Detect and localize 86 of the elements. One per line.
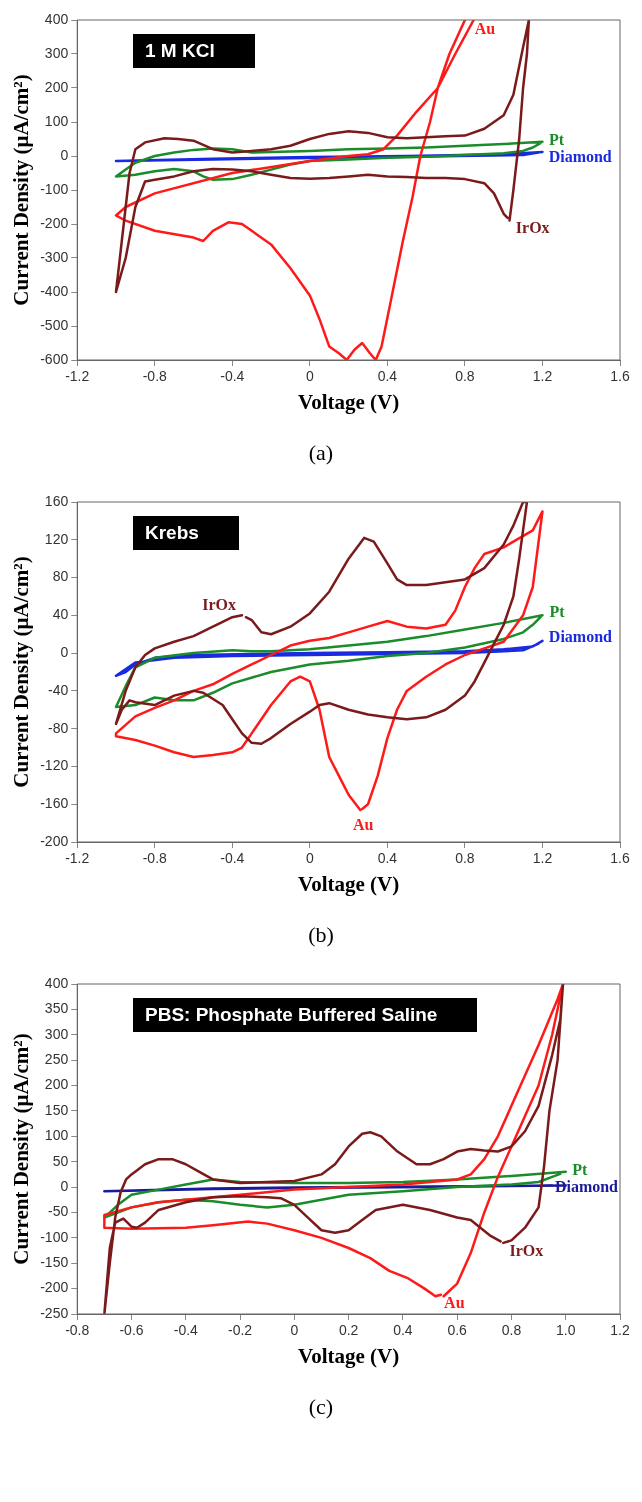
x-tick-label: 1.6 xyxy=(610,368,630,385)
y-tick-label: 0 xyxy=(60,146,69,163)
series-label: IrOx xyxy=(202,596,237,614)
series-label: Diamond xyxy=(554,1177,619,1195)
series-label: Diamond xyxy=(548,147,612,165)
x-tick-label: -0.4 xyxy=(220,368,245,385)
y-axis-title: Current Density (μA/cm²) xyxy=(9,74,34,306)
x-tick-label: 0.4 xyxy=(393,1322,413,1339)
x-tick-label: -0.8 xyxy=(142,368,168,385)
x-axis-title: Voltage (V) xyxy=(297,1343,400,1368)
y-tick-label: 200 xyxy=(44,78,69,95)
series-label: IrOx xyxy=(509,1241,544,1259)
y-tick-label: -120 xyxy=(40,757,69,774)
y-tick-label: -200 xyxy=(40,1279,69,1296)
text: (b) xyxy=(307,921,335,949)
x-tick-label: 1.0 xyxy=(555,1322,576,1339)
y-tick-label: -200 xyxy=(40,214,69,231)
y-tick-label: 400 xyxy=(44,974,69,991)
x-tick-label: 1.6 xyxy=(610,850,630,867)
series-label: Au xyxy=(444,1294,465,1312)
y-tick-label: -200 xyxy=(40,832,69,849)
x-tick-label: 0.2 xyxy=(338,1322,359,1339)
series-label: Au xyxy=(474,20,496,38)
text: (c) xyxy=(307,1393,335,1421)
x-tick-label: -0.2 xyxy=(227,1322,253,1339)
x-tick-label: 0.8 xyxy=(455,850,475,867)
annotation: PBS: Phosphate Buffered Saline xyxy=(133,998,478,1032)
x-tick-label: 0.8 xyxy=(501,1322,522,1339)
x-tick-label: -0.8 xyxy=(142,850,168,867)
x-tick-label: -1.2 xyxy=(65,850,90,867)
y-tick-label: -500 xyxy=(40,316,69,333)
x-tick-label: -0.6 xyxy=(119,1322,144,1339)
y-tick-label: 400 xyxy=(44,10,69,27)
x-tick-label: 1.2 xyxy=(532,368,553,385)
x-tick-label: 0.8 xyxy=(455,368,475,385)
y-tick-label: 300 xyxy=(44,1025,69,1042)
y-axis-title: Current Density (μA/cm²) xyxy=(9,1033,34,1265)
y-tick-label: 150 xyxy=(44,1101,69,1118)
y-tick-label: 100 xyxy=(44,112,69,129)
x-tick-label: -1.2 xyxy=(65,368,90,385)
x-tick-label: 0.6 xyxy=(447,1322,468,1339)
series-label: Pt xyxy=(572,1160,589,1178)
x-tick-label: -0.4 xyxy=(173,1322,199,1339)
x-axis-title: Voltage (V) xyxy=(297,389,400,414)
series-label: Pt xyxy=(549,602,566,620)
y-tick-label: 120 xyxy=(44,530,69,547)
y-tick-label: 0 xyxy=(60,643,69,660)
y-tick-label: -250 xyxy=(40,1304,69,1321)
y-tick-label: 50 xyxy=(52,1152,69,1169)
y-tick-label: -400 xyxy=(40,282,69,299)
y-tick-label: -80 xyxy=(47,719,69,736)
y-tick-label: -100 xyxy=(40,180,69,197)
y-tick-label: 300 xyxy=(44,44,69,61)
y-tick-label: 40 xyxy=(52,606,69,623)
text: (a) xyxy=(307,439,335,467)
annotation: Krebs xyxy=(133,516,239,550)
series-label: IrOx xyxy=(515,218,550,236)
y-tick-label: 350 xyxy=(44,1000,69,1017)
y-tick-label: -300 xyxy=(40,248,69,265)
x-tick-label: 0.4 xyxy=(377,368,398,385)
y-tick-label: -160 xyxy=(40,795,69,812)
y-axis-title: Current Density (μA/cm²) xyxy=(9,556,34,788)
y-tick-label: 100 xyxy=(44,1127,69,1144)
y-tick-label: 250 xyxy=(44,1051,69,1068)
annotation: 1 M KCl xyxy=(133,34,255,68)
series-label: Diamond xyxy=(548,628,613,646)
y-tick-label: -50 xyxy=(47,1203,69,1220)
x-tick-label: -0.4 xyxy=(220,850,245,867)
y-tick-label: 80 xyxy=(52,568,69,585)
y-tick-label: 0 xyxy=(60,1177,69,1194)
y-tick-label: -150 xyxy=(40,1254,69,1271)
x-tick-label: 0 xyxy=(290,1322,299,1339)
y-tick-label: -40 xyxy=(47,681,69,698)
x-tick-label: -0.8 xyxy=(65,1322,90,1339)
x-axis-title: Voltage (V) xyxy=(297,871,400,896)
x-tick-label: 0.4 xyxy=(377,850,398,867)
x-tick-label: 0 xyxy=(305,368,314,385)
series-label: Pt xyxy=(548,130,565,148)
x-tick-label: 0 xyxy=(305,850,314,867)
x-tick-label: 1.2 xyxy=(532,850,553,867)
y-tick-label: 200 xyxy=(44,1076,69,1093)
y-tick-label: -600 xyxy=(40,350,69,367)
y-tick-label: -100 xyxy=(40,1228,69,1245)
y-tick-label: 160 xyxy=(44,492,69,509)
series-label: Au xyxy=(353,815,374,833)
x-tick-label: 1.2 xyxy=(610,1322,630,1339)
